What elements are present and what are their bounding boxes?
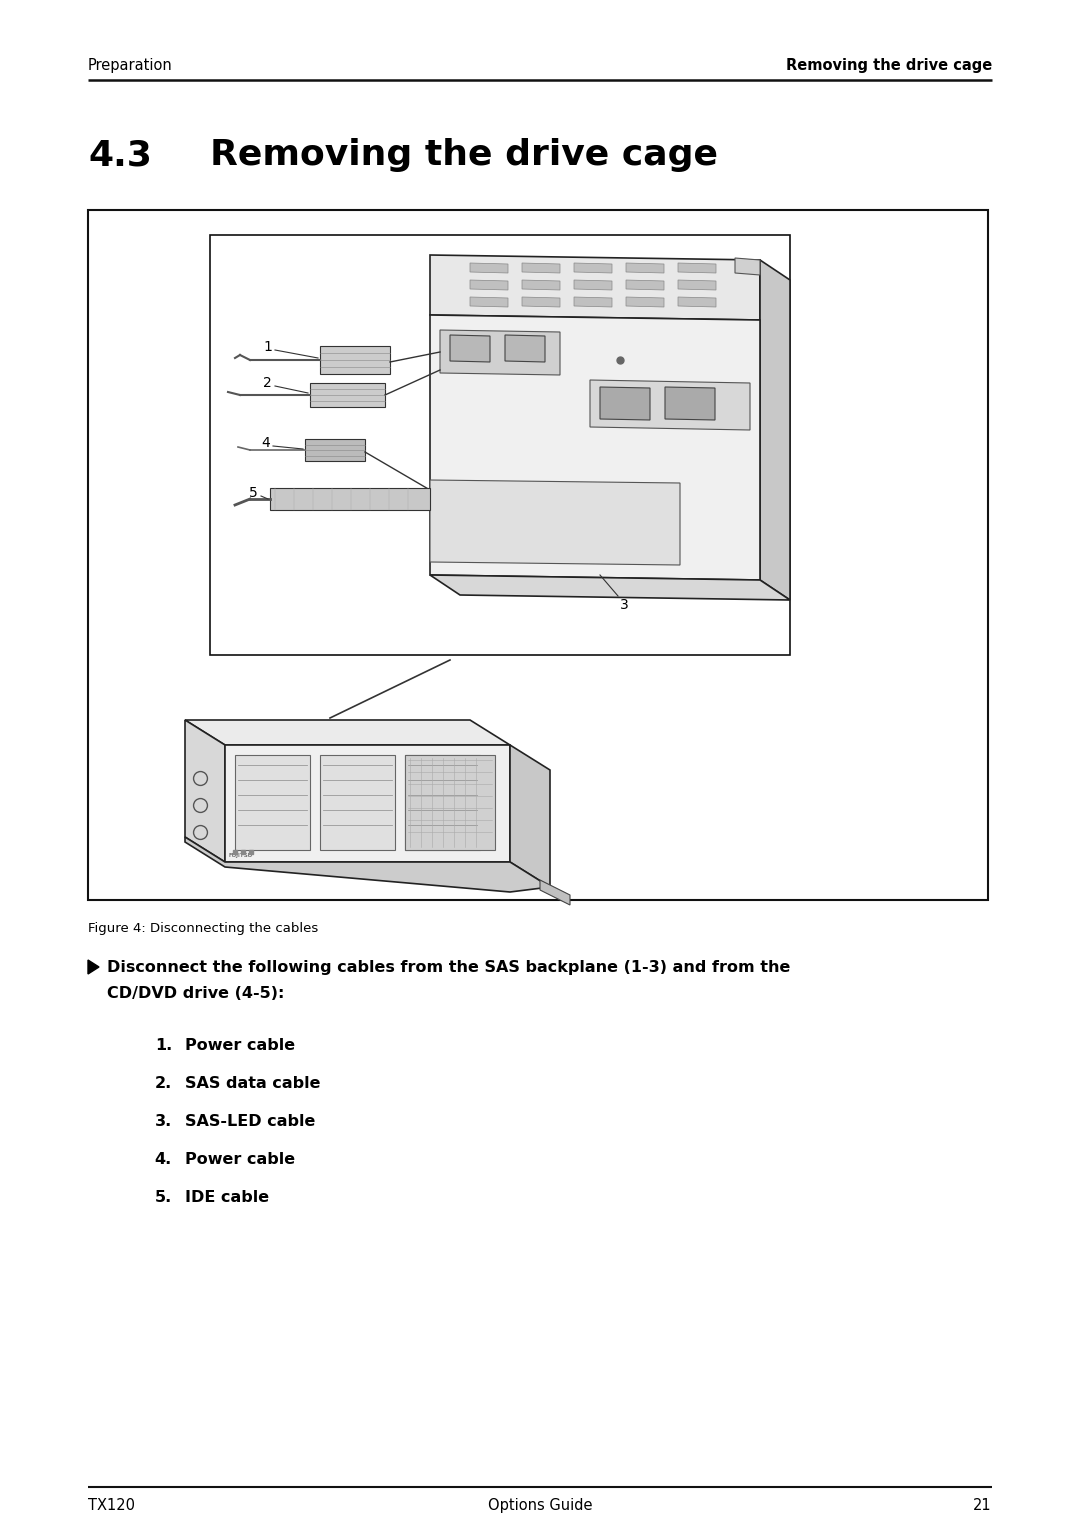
Polygon shape: [405, 755, 480, 850]
Text: IDE cable: IDE cable: [185, 1190, 269, 1206]
Text: 4: 4: [261, 436, 270, 450]
Polygon shape: [430, 255, 760, 320]
Polygon shape: [430, 575, 789, 600]
Text: Preparation: Preparation: [87, 58, 173, 73]
Text: 2: 2: [264, 375, 272, 391]
Text: 1: 1: [264, 340, 272, 354]
Polygon shape: [600, 388, 650, 420]
Polygon shape: [470, 262, 508, 273]
Polygon shape: [470, 298, 508, 307]
Text: Options Guide: Options Guide: [488, 1499, 592, 1512]
Text: Power cable: Power cable: [185, 1038, 295, 1053]
Text: Removing the drive cage: Removing the drive cage: [786, 58, 993, 73]
Text: 5.: 5.: [154, 1190, 172, 1206]
Text: 1.: 1.: [154, 1038, 172, 1053]
Polygon shape: [235, 755, 310, 850]
Polygon shape: [760, 259, 789, 600]
Polygon shape: [573, 298, 612, 307]
Polygon shape: [510, 745, 550, 887]
Text: Figure 4: Disconnecting the cables: Figure 4: Disconnecting the cables: [87, 922, 319, 935]
Text: SAS data cable: SAS data cable: [185, 1076, 321, 1091]
Polygon shape: [665, 388, 715, 420]
Polygon shape: [320, 755, 395, 850]
Polygon shape: [470, 279, 508, 290]
Polygon shape: [310, 383, 384, 407]
Bar: [87, 211, 988, 900]
Text: CD/DVD drive (4-5):: CD/DVD drive (4-5):: [107, 986, 284, 1001]
Polygon shape: [185, 720, 225, 862]
Polygon shape: [440, 330, 561, 375]
Text: 21: 21: [973, 1499, 993, 1512]
Polygon shape: [505, 336, 545, 362]
Polygon shape: [735, 258, 760, 275]
Polygon shape: [185, 836, 550, 893]
Polygon shape: [626, 262, 664, 273]
Text: 4.: 4.: [154, 1152, 172, 1167]
Text: FUJITSU: FUJITSU: [228, 853, 252, 858]
Polygon shape: [405, 755, 495, 850]
Polygon shape: [626, 298, 664, 307]
Polygon shape: [450, 336, 490, 362]
Text: 3: 3: [620, 598, 629, 612]
Polygon shape: [573, 262, 612, 273]
Polygon shape: [678, 298, 716, 307]
Polygon shape: [185, 720, 510, 745]
Text: 3.: 3.: [154, 1114, 172, 1129]
Text: 5: 5: [249, 485, 258, 501]
Polygon shape: [305, 439, 365, 461]
Bar: [210, 235, 789, 655]
Polygon shape: [270, 488, 430, 510]
Polygon shape: [522, 262, 561, 273]
Text: Power cable: Power cable: [185, 1152, 295, 1167]
Polygon shape: [87, 960, 99, 974]
Polygon shape: [626, 279, 664, 290]
Polygon shape: [522, 279, 561, 290]
Polygon shape: [522, 298, 561, 307]
Polygon shape: [430, 481, 680, 565]
Polygon shape: [540, 881, 570, 905]
Polygon shape: [573, 279, 612, 290]
Polygon shape: [590, 380, 750, 430]
Text: 4.3: 4.3: [87, 137, 152, 172]
Text: TX120: TX120: [87, 1499, 135, 1512]
Polygon shape: [320, 346, 390, 374]
Text: Disconnect the following cables from the SAS backplane (1-3) and from the: Disconnect the following cables from the…: [107, 960, 791, 975]
Polygon shape: [678, 279, 716, 290]
Text: Removing the drive cage: Removing the drive cage: [210, 137, 718, 172]
Text: SAS-LED cable: SAS-LED cable: [185, 1114, 315, 1129]
Polygon shape: [225, 745, 510, 862]
Polygon shape: [678, 262, 716, 273]
Text: 2.: 2.: [154, 1076, 172, 1091]
Polygon shape: [430, 314, 760, 580]
